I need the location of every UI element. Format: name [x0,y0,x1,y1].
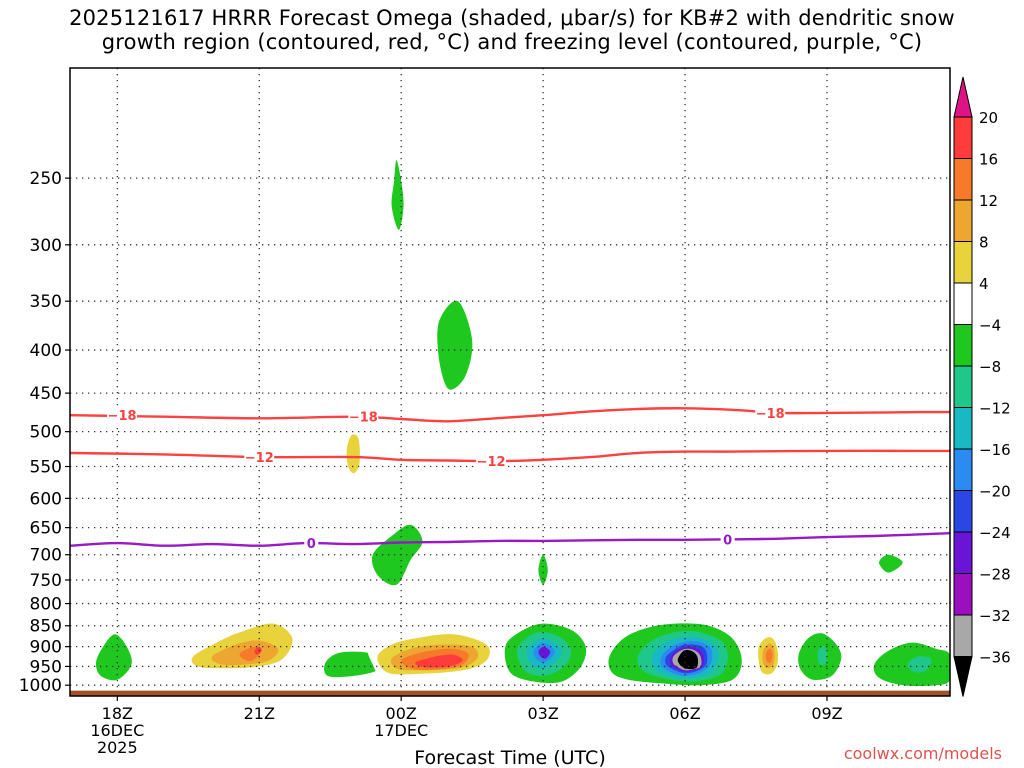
contour-label-dendritic-minus12: −12 [245,451,274,466]
y-tick-label-900: 900 [30,638,62,658]
omega-region-yellow-0800 [812,473,835,511]
contour-label-bg [244,449,275,466]
y-tick-label-600: 600 [30,489,62,509]
plot-frame [69,67,951,697]
colorbar-segment-5 [953,282,973,325]
colorbar-segment-2 [953,158,973,201]
contour-label-freezing-level-0: 0 [723,533,732,548]
colorbar-segment-12 [953,573,973,616]
contour-label-bg [304,535,319,552]
colorbar-label-5: 4 [979,275,989,293]
omega-region-yellow-big [306,289,426,511]
colorbar-segment-4 [953,241,973,284]
x-tick-label-18Z-line-1: 18Z [102,704,133,723]
colorbar-segment-13 [953,614,973,657]
omega-region-yellow-0130 [590,504,607,545]
omega-region-green-18z [95,634,132,681]
omega-region-yellow-0330 [535,315,558,461]
y-tick-label-400: 400 [30,341,62,361]
contour-label-freezing-level-0: 0 [307,537,316,552]
x-tick-label-18Z-line-2: 16DEC [90,721,144,740]
y-tick-label-800: 800 [30,595,62,615]
x-tick-label-18Z-line-3: 2025 [97,738,138,757]
omega-region-green-mid [437,300,473,390]
contour-label-bg [720,531,735,548]
contour-label-dendritic-minus18: −18 [756,407,785,422]
y-tick-label-300: 300 [30,236,62,256]
omega-region-teal-08z [817,645,828,666]
contour-label-dendritic-minus18: −18 [349,411,378,426]
colorbar-label-14: −36 [979,649,1011,667]
x-tick-label-21Z-line-1: 21Z [244,704,275,723]
contour-dendritic-minus18 [70,407,950,423]
colorbar-label-12: −28 [979,566,1011,584]
omega-region-purple-03z [538,646,551,659]
omega-region-red-00z [415,654,463,668]
omega-region-green-00z-mid [371,524,423,586]
x-tick-label-00Z-line-2: 17DEC [374,721,428,740]
colorbar-segment-6 [953,324,973,367]
contour-label-bg [348,408,379,425]
y-tick-label-350: 350 [30,292,62,312]
colorbar-bottom-arrow [953,656,973,697]
contour-label-dendritic-minus12: −12 [477,455,506,470]
contour-label-dendritic-minus18: −18 [108,409,137,424]
colorbar-label-9: −16 [979,441,1011,459]
colorbar-top-arrow [953,76,973,118]
omega-region-teal-10z [907,656,932,673]
colorbar-label-2: 16 [979,151,998,169]
colorbar-segment-9 [953,448,973,491]
y-tick-label-850: 850 [30,617,62,637]
contour-freezing-level-0 [70,532,950,547]
y-tick-label-950: 950 [30,657,62,677]
contour-label-bg [107,407,138,424]
colorbar-label-10: −20 [979,483,1011,501]
colorbar-label-3: 12 [979,192,998,210]
x-tick-label-00Z-line-1: 00Z [386,704,417,723]
omega-region-red-21z [254,646,262,655]
x-tick-label-09Z-line-1: 09Z [811,704,842,723]
omega-region-green-03z-small [538,554,548,585]
colorbar-segment-1 [953,116,973,159]
omega-region-black-06z [677,649,699,670]
omega-region-yellow-right-low [923,604,950,644]
colorbar-segment-11 [953,531,973,574]
ground-surface [70,690,950,696]
y-tick-label-750: 750 [30,571,62,591]
colorbar-label-8: −12 [979,400,1011,418]
omega-region-orange-small [346,434,360,474]
colorbar-label-7: −8 [979,358,1001,376]
y-tick-label-250: 250 [30,169,62,189]
colorbar-label-13: −32 [979,607,1011,625]
chart-title-line-1: 2025121617 HRRR Forecast Omega (shaded, … [69,6,955,30]
omega-region-yellow-right [921,429,950,503]
colorbar-segment-10 [953,490,973,533]
colorbar-segment-7 [953,365,973,408]
contour-label-bg [755,404,786,421]
omega-region-red-07z [765,648,773,663]
y-tick-label-650: 650 [30,519,62,539]
chart-title: 2025121617 HRRR Forecast Omega (shaded, … [0,6,1024,54]
plot-background [70,68,950,696]
y-tick-label-700: 700 [30,546,62,566]
credit-text: coolwx.com/models [843,744,1002,763]
y-tick-label-450: 450 [30,384,62,404]
contour-label-bg [476,453,507,470]
colorbar-label-1: 20 [979,109,998,127]
colorbar-segment-3 [953,199,973,242]
x-tick-label-06Z-line-1: 06Z [669,704,700,723]
y-tick-label-550: 550 [30,458,62,478]
colorbar-label-11: −24 [979,524,1011,542]
colorbar-segment-8 [953,407,973,450]
y-tick-label-1000: 1000 [19,676,62,696]
x-axis-label: Forecast Time (UTC) [414,747,605,768]
colorbar-label-4: 8 [979,234,989,252]
y-tick-label-500: 500 [30,423,62,443]
omega-region-green-10z-small [879,554,903,573]
chart-title-line-2: growth region (contoured, red, °C) and f… [101,30,923,54]
omega-region-green-22z [324,651,382,678]
colorbar-label-6: −4 [979,317,1001,335]
x-tick-label-03Z-line-1: 03Z [527,704,558,723]
